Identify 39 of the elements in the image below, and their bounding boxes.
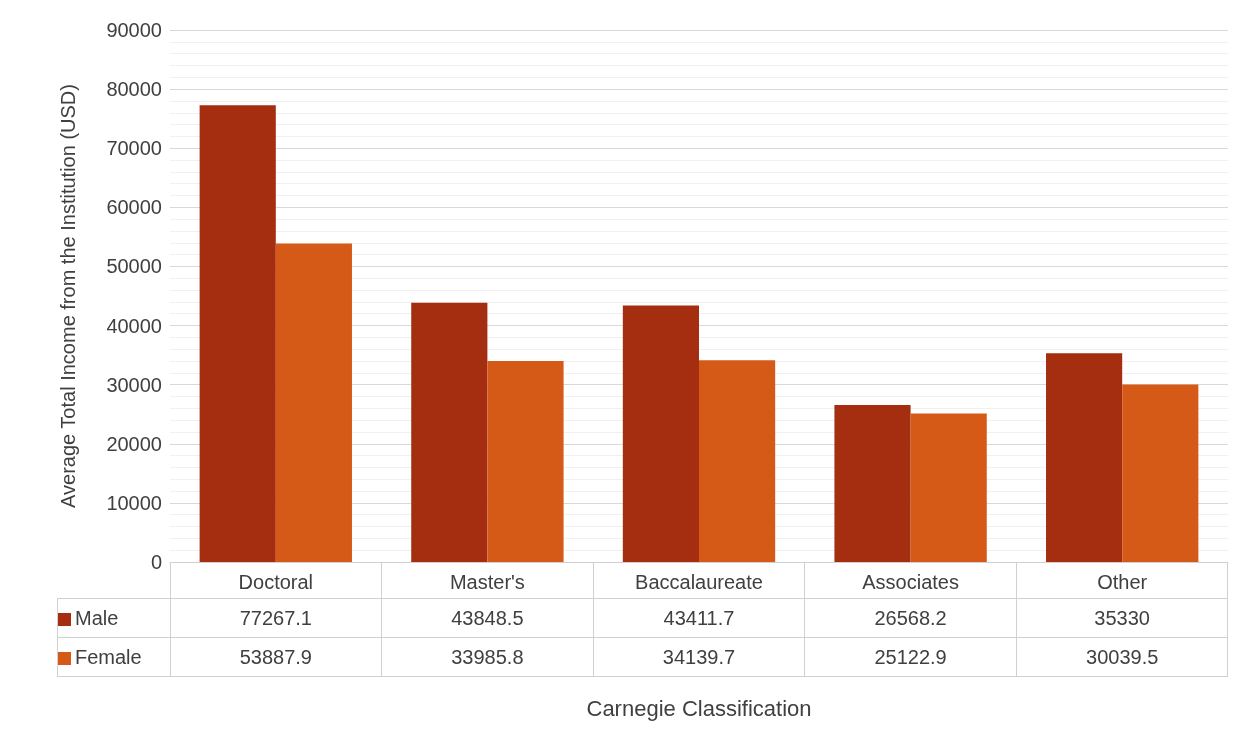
y-tick-label: 10000: [106, 491, 162, 514]
legend-label: Female: [57, 637, 170, 677]
x-tick-label: Associates: [862, 571, 959, 593]
y-tick-label: 80000: [106, 78, 162, 101]
data-label: 34139.7: [593, 637, 805, 677]
bar: [1122, 384, 1199, 562]
y-tick-label: 60000: [106, 196, 162, 219]
bar: [622, 305, 699, 562]
y-tick-label: 40000: [106, 314, 162, 337]
x-axis-title: Carnegie Classification: [586, 695, 812, 721]
bar: [275, 243, 352, 562]
data-label: 25122.9: [804, 637, 1017, 677]
bar: [834, 404, 911, 562]
data-label: 53887.9: [170, 637, 382, 677]
y-tick-label: 20000: [106, 432, 162, 455]
legend-label: Male: [57, 598, 170, 638]
bar: [411, 302, 488, 562]
x-tick-label: Doctoral: [238, 571, 314, 593]
y-tick-label: 90000: [106, 19, 162, 41]
bar: [699, 360, 776, 562]
data-label: 30039.5: [1016, 637, 1228, 677]
y-tick-label: 0: [150, 551, 162, 573]
data-label: 26568.2: [804, 598, 1017, 638]
y-axis-title: Average Total Income from the Institution (USD): [57, 84, 79, 508]
y-tick-label: 70000: [106, 137, 162, 160]
y-tick-label: 30000: [106, 373, 162, 396]
data-label: 77267.1: [170, 598, 382, 638]
y-tick-label: 50000: [106, 255, 162, 278]
bar: [1046, 353, 1123, 562]
data-label: 43411.7: [593, 598, 805, 638]
data-label: 43848.5: [381, 598, 594, 638]
x-tick-label: Baccalaureate: [635, 571, 763, 593]
x-tick-label: Other: [1097, 571, 1148, 593]
x-tick-label: Master's: [449, 571, 525, 593]
data-label: 33985.8: [381, 637, 594, 677]
bar: [910, 413, 987, 562]
bar: [487, 361, 564, 562]
data-label: 35330: [1016, 598, 1228, 638]
bar: [199, 105, 276, 562]
